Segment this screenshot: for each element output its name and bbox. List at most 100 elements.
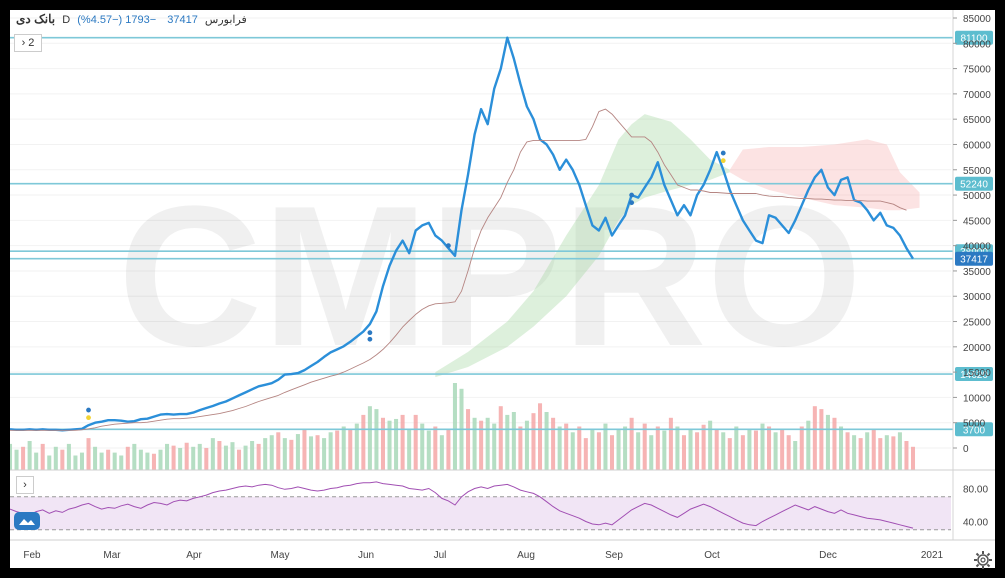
volume-bar [780,429,785,470]
volume-bar [681,435,686,470]
rsi-pane: 80.00 40.00 [10,481,988,531]
volume-bar [472,417,477,470]
volume-bar [106,449,111,470]
volume-bar [165,443,170,470]
cloud-bullish [435,114,730,378]
volume-bar [269,435,274,470]
price-tick-label: 15000 [963,368,991,379]
volume-bar [714,429,719,470]
volume-bar [73,455,78,470]
price-tick-label: 55000 [963,166,991,177]
volume-bar [891,436,896,470]
price-series [10,36,915,432]
chart-legend: بانک دی D فرابورس 37417 −1793 (−4.57%) [16,12,247,26]
price-tick-label: 20000 [963,343,991,354]
volume-bar [524,420,529,470]
chart-canvas[interactable]: CMPRO 81100522403890037417146203700 0500… [10,10,995,568]
volume-bar [740,435,745,470]
price-axis: 0 5000 10000 15000 20000 25000 30000 35000 40000… [10,10,995,541]
price-tick-label: 30000 [963,292,991,303]
moving-average-line [10,108,907,431]
volume-bar [812,406,817,470]
volume-bar [636,432,641,470]
volume-bar [452,383,457,470]
volume-bar [354,423,359,470]
volume-bar [328,432,333,470]
volume-bar [845,432,850,470]
volume-bar [112,452,117,470]
volume-bar [518,426,523,470]
volume-bar [145,452,150,470]
signal-dot [629,192,635,198]
volume-bar [695,432,700,470]
volume-bar [53,446,58,470]
price-tick-label: 70000 [963,90,991,101]
volume-bar [132,443,137,470]
volume-bar [223,445,228,470]
volume-bar [426,430,431,470]
volume-bar [243,445,248,470]
volume-bar [760,423,765,470]
price-tick-label: 45000 [963,216,991,227]
volume-bar [204,447,209,470]
level-price-label: 52240 [960,180,988,191]
volume-bar [178,447,183,470]
price-tick-label: 0 [963,444,969,455]
time-tick-label: Apr [186,550,202,561]
rsi-line [10,481,914,529]
volume-bar [878,438,883,470]
price-line [10,36,915,432]
volume-bar [852,435,857,470]
volume-bar [505,414,510,470]
volume-bar [374,409,379,470]
signal-dot [367,336,373,342]
rsi-toggle-button[interactable]: › [16,476,34,494]
price-tick-label: 40000 [963,242,991,253]
volume-bar [721,432,726,470]
volume-bar [596,432,601,470]
volume-bar [191,446,196,470]
volume-bar [668,417,673,470]
volume-bar [531,413,536,470]
volume-bar [577,426,582,470]
volume-bar [701,424,706,470]
time-tick-label: Sep [605,550,623,561]
time-tick-label: 2021 [921,550,944,561]
volume-bar [125,446,130,470]
volume-bar [341,426,346,470]
volume-bar [66,443,71,470]
symbol-name: بانک دی [16,12,56,26]
volume-bar [420,423,425,470]
time-tick-label: Dec [819,550,837,561]
time-tick-label: Aug [517,550,535,561]
volume-bar [832,417,837,470]
volume-bar [753,430,758,470]
signal-dot [629,200,635,206]
volume-bar [629,417,634,470]
gear-icon[interactable] [973,550,993,570]
volume-bar [14,449,19,470]
volume-bar [492,423,497,470]
rsi-tick-label: 40.00 [963,518,988,529]
volume-bar [302,429,307,470]
volume-bar [250,441,255,470]
volume-bar [99,452,104,470]
volume-bar [151,453,156,470]
volume-bar [642,423,647,470]
time-tick-label: Jul [434,550,447,561]
volume-bar [171,445,176,470]
price-tick-label: 60000 [963,140,991,151]
volume-bar [538,403,543,470]
rsi-band [10,496,951,530]
volume-bar [897,432,902,470]
indicators-toggle-button[interactable]: › 2 [14,34,42,52]
volume-bar [413,414,418,470]
volume-bar [544,412,549,470]
volume-bar [34,452,39,470]
level-price-tag [955,251,993,266]
volume-bar [119,455,124,470]
volume-bar [217,441,222,470]
volume-bar [361,414,366,470]
watermark: CMPRO [118,165,862,388]
level-price-tag [955,176,993,191]
